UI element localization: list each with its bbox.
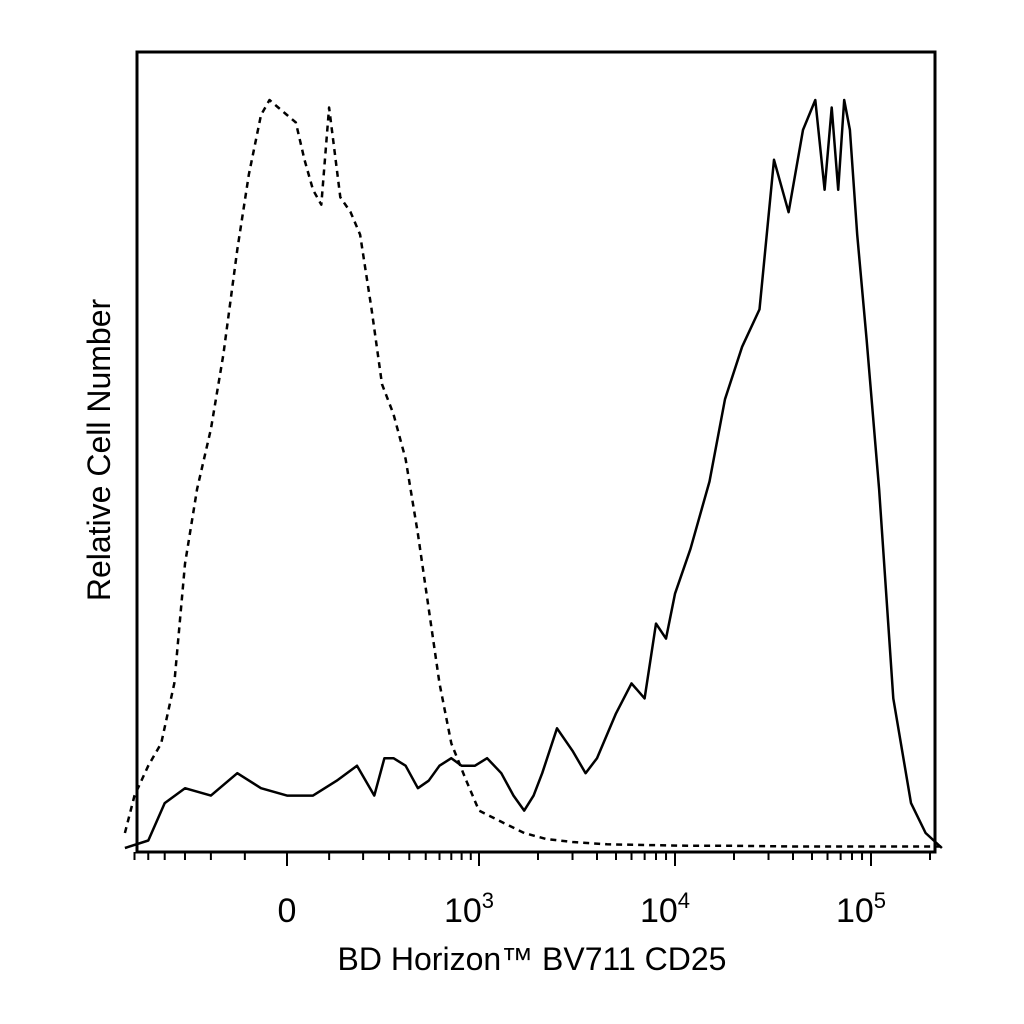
x-minor-ticks bbox=[133, 852, 932, 866]
y-axis-title: Relative Cell Number bbox=[81, 298, 117, 601]
x-tick-labels: 0 103 104 105 bbox=[278, 888, 887, 930]
x-tick-label: 105 bbox=[836, 888, 886, 930]
x-tick-label: 0 bbox=[278, 892, 297, 930]
series-line-stained bbox=[124, 98, 943, 850]
x-axis-title: BD Horizon™ BV711 CD25 bbox=[338, 941, 727, 977]
x-tick-label: 104 bbox=[640, 888, 690, 930]
x-tick-label: 103 bbox=[444, 888, 494, 930]
series-line-control bbox=[123, 98, 942, 848]
series-layer bbox=[123, 98, 943, 850]
plot-frame bbox=[135, 50, 937, 854]
